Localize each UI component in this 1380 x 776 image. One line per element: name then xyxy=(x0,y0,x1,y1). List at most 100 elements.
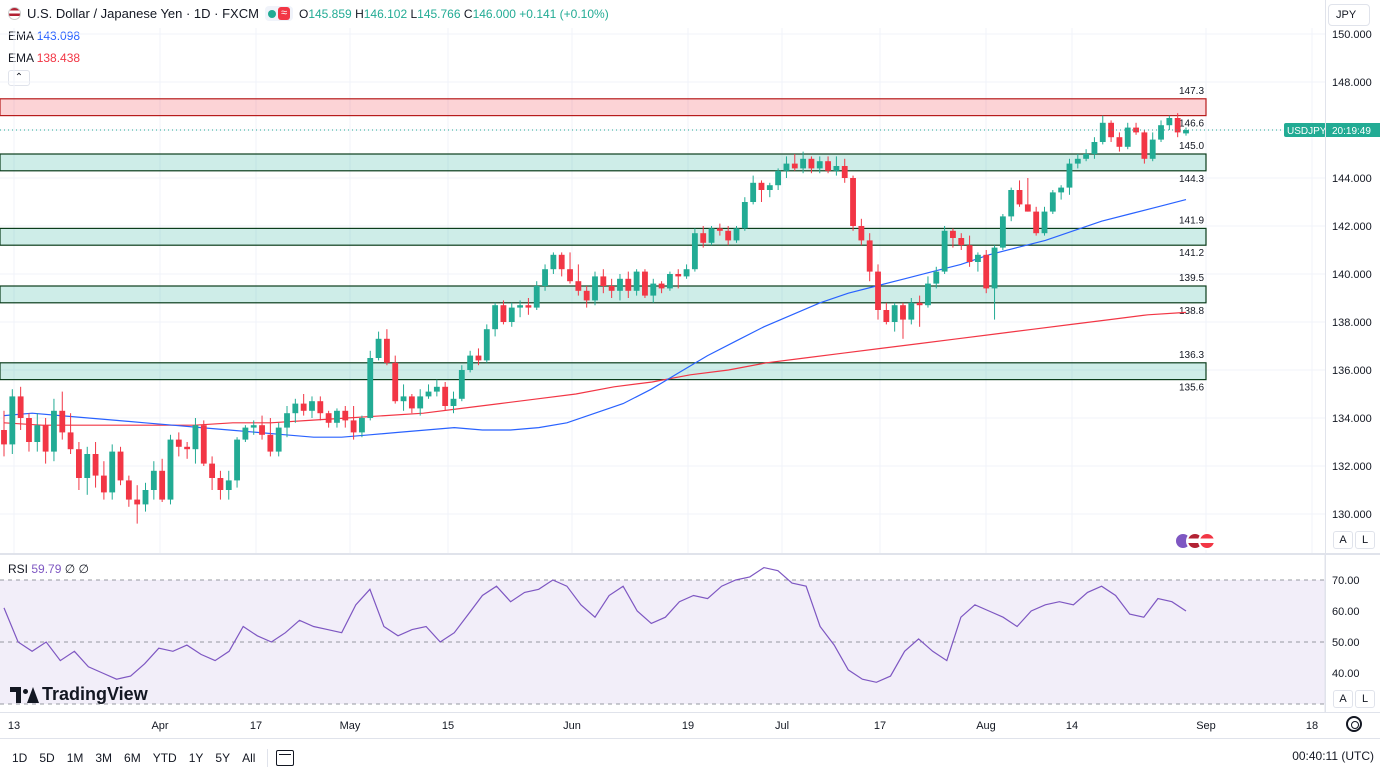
candle[interactable] xyxy=(808,156,815,174)
candle[interactable] xyxy=(242,425,249,442)
candle[interactable] xyxy=(1058,185,1065,200)
candle[interactable] xyxy=(458,365,465,402)
candle[interactable] xyxy=(1066,158,1073,195)
rsi-auto-scale-button[interactable]: A xyxy=(1333,690,1353,708)
us-flag-icon[interactable] xyxy=(1198,532,1216,550)
candle[interactable] xyxy=(691,228,698,272)
candle[interactable] xyxy=(708,226,715,246)
candle[interactable] xyxy=(184,442,191,459)
candle[interactable] xyxy=(450,391,457,414)
candle[interactable] xyxy=(359,415,365,438)
support-zone[interactable] xyxy=(0,153,1207,172)
candle[interactable] xyxy=(267,418,274,457)
candle[interactable] xyxy=(259,415,265,440)
candle[interactable] xyxy=(891,302,898,332)
candle[interactable] xyxy=(367,350,374,421)
candle[interactable] xyxy=(9,389,16,454)
candle[interactable] xyxy=(300,394,307,416)
candle[interactable] xyxy=(825,156,831,174)
candle[interactable] xyxy=(983,250,990,294)
rsi-chart[interactable]: 70.00 60.00 50.00 40.00 xyxy=(0,555,1380,712)
candle[interactable] xyxy=(492,302,499,337)
candle[interactable] xyxy=(750,175,757,205)
candle[interactable] xyxy=(309,396,315,418)
candle[interactable] xyxy=(467,350,474,373)
candle[interactable] xyxy=(1074,154,1081,169)
candle[interactable] xyxy=(766,182,773,198)
resistance-zone[interactable] xyxy=(0,98,1207,117)
candle[interactable] xyxy=(51,398,57,462)
chart-settings-icon[interactable] xyxy=(1346,716,1362,732)
candle[interactable] xyxy=(1033,206,1040,236)
candle[interactable] xyxy=(1124,122,1131,150)
rsi-legend[interactable]: RSI 59.79 ∅ ∅ xyxy=(8,562,89,576)
candle[interactable] xyxy=(841,158,848,183)
candle[interactable] xyxy=(109,444,116,500)
auto-scale-button[interactable]: A xyxy=(1333,531,1353,549)
candle[interactable] xyxy=(600,269,607,294)
candle[interactable] xyxy=(816,156,823,174)
event-flags[interactable] xyxy=(1174,532,1216,550)
timeframe-1m-button[interactable]: 1M xyxy=(66,750,84,765)
candle[interactable] xyxy=(383,329,390,366)
candle[interactable] xyxy=(833,156,840,176)
candle[interactable] xyxy=(925,276,931,308)
candle[interactable] xyxy=(34,413,41,452)
support-zone[interactable] xyxy=(0,362,1207,381)
tradingview-logo[interactable]: TradingView xyxy=(10,684,148,705)
timeframe-5y-button[interactable]: 5Y xyxy=(215,750,231,765)
candle[interactable] xyxy=(1174,113,1181,138)
candle[interactable] xyxy=(858,218,865,246)
candle[interactable] xyxy=(617,274,623,301)
candle[interactable] xyxy=(683,264,690,279)
candle[interactable] xyxy=(134,485,141,524)
candle[interactable] xyxy=(483,324,490,363)
candle[interactable] xyxy=(575,264,582,296)
candle[interactable] xyxy=(159,458,166,502)
candle[interactable] xyxy=(425,384,432,399)
candle[interactable] xyxy=(17,386,24,430)
candle[interactable] xyxy=(150,461,157,500)
candle[interactable] xyxy=(592,271,598,306)
timeframe-3m-button[interactable]: 3M xyxy=(95,750,113,765)
candle[interactable] xyxy=(667,271,673,291)
candle[interactable] xyxy=(1016,180,1023,207)
candle[interactable] xyxy=(650,278,657,303)
candle[interactable] xyxy=(334,408,340,428)
candle[interactable] xyxy=(608,278,615,298)
time-axis[interactable]: 13 Apr 17 May 15 Jun 19 Jul 17 Aug 14 Sep 18 xyxy=(0,713,1380,738)
candle[interactable] xyxy=(1083,149,1090,162)
candle[interactable] xyxy=(633,269,640,296)
candle[interactable] xyxy=(100,461,107,500)
candle[interactable] xyxy=(1141,130,1148,164)
candle[interactable] xyxy=(966,235,973,267)
candle[interactable] xyxy=(850,175,856,231)
candle[interactable] xyxy=(933,266,940,289)
candle[interactable] xyxy=(950,228,956,248)
candle[interactable] xyxy=(250,420,257,435)
candle[interactable] xyxy=(1,410,7,457)
candle[interactable] xyxy=(217,470,224,500)
candle[interactable] xyxy=(725,226,732,246)
candle[interactable] xyxy=(991,245,998,320)
candle[interactable] xyxy=(1099,115,1106,145)
candle[interactable] xyxy=(442,382,449,411)
candle[interactable] xyxy=(392,355,399,404)
timeframe-ytd-button[interactable]: YTD xyxy=(152,750,177,765)
candle[interactable] xyxy=(142,482,149,512)
candle[interactable] xyxy=(908,298,915,325)
candle[interactable] xyxy=(791,154,798,171)
candle[interactable] xyxy=(533,281,540,310)
candle[interactable] xyxy=(26,413,32,452)
candle[interactable] xyxy=(417,389,424,416)
symbol-badge[interactable] xyxy=(1284,123,1326,137)
candle[interactable] xyxy=(200,420,207,466)
candle[interactable] xyxy=(400,384,407,411)
candle[interactable] xyxy=(92,442,99,488)
candle[interactable] xyxy=(125,475,132,507)
date-range-calendar-icon[interactable] xyxy=(276,749,295,766)
candle[interactable] xyxy=(800,151,807,174)
candle[interactable] xyxy=(500,300,507,325)
candle[interactable] xyxy=(1166,115,1173,130)
candle[interactable] xyxy=(317,396,324,421)
